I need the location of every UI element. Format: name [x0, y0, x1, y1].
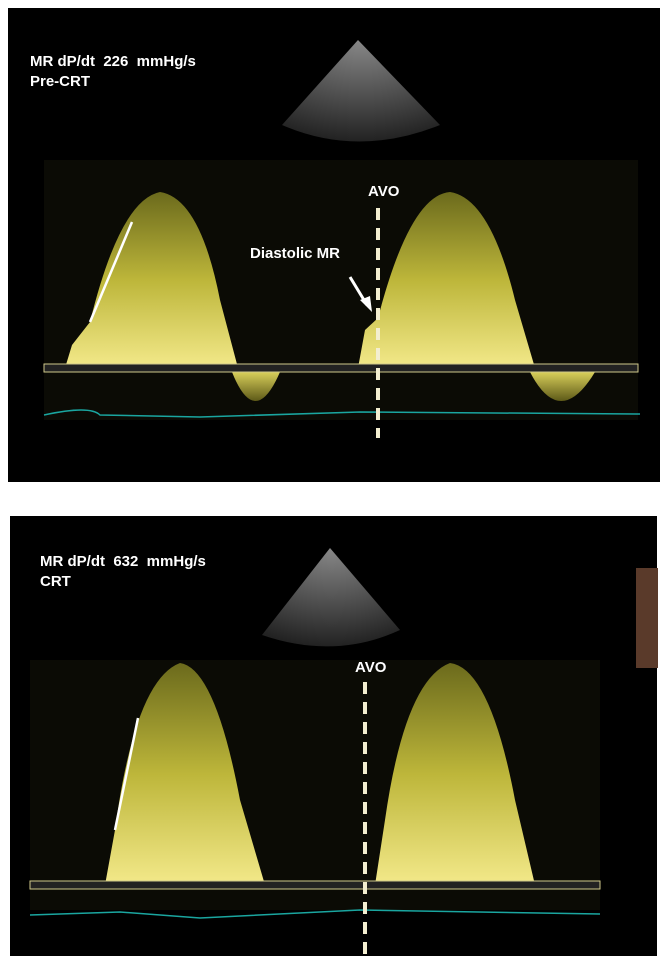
page: {"panels": [ {"title": "MR dP/dt 226 mmH… — [0, 0, 667, 964]
condition: Pre-CRT — [30, 73, 90, 90]
color-bar — [636, 568, 658, 668]
label: Diastolic MR — [250, 245, 340, 262]
panel-title: MR dP/dt 226 mmHg/s — [30, 53, 196, 70]
baseline — [44, 364, 638, 372]
label: AVO — [368, 183, 400, 200]
baseline — [30, 881, 600, 889]
panel-crt: MR dP/dt 632 mmHg/s CRT AVO — [10, 516, 658, 956]
figure: MR dP/dt 226 mmHg/s Pre-CRT AVO Diastoli… — [0, 0, 667, 964]
condition: CRT — [40, 573, 71, 590]
label: AVO — [355, 659, 387, 676]
panel-pre-crt: MR dP/dt 226 mmHg/s Pre-CRT AVO Diastoli… — [8, 8, 660, 482]
panel-title: MR dP/dt 632 mmHg/s — [40, 553, 206, 570]
